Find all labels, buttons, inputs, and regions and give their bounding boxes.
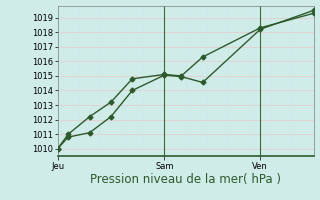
X-axis label: Pression niveau de la mer( hPa ): Pression niveau de la mer( hPa ) xyxy=(90,173,281,186)
